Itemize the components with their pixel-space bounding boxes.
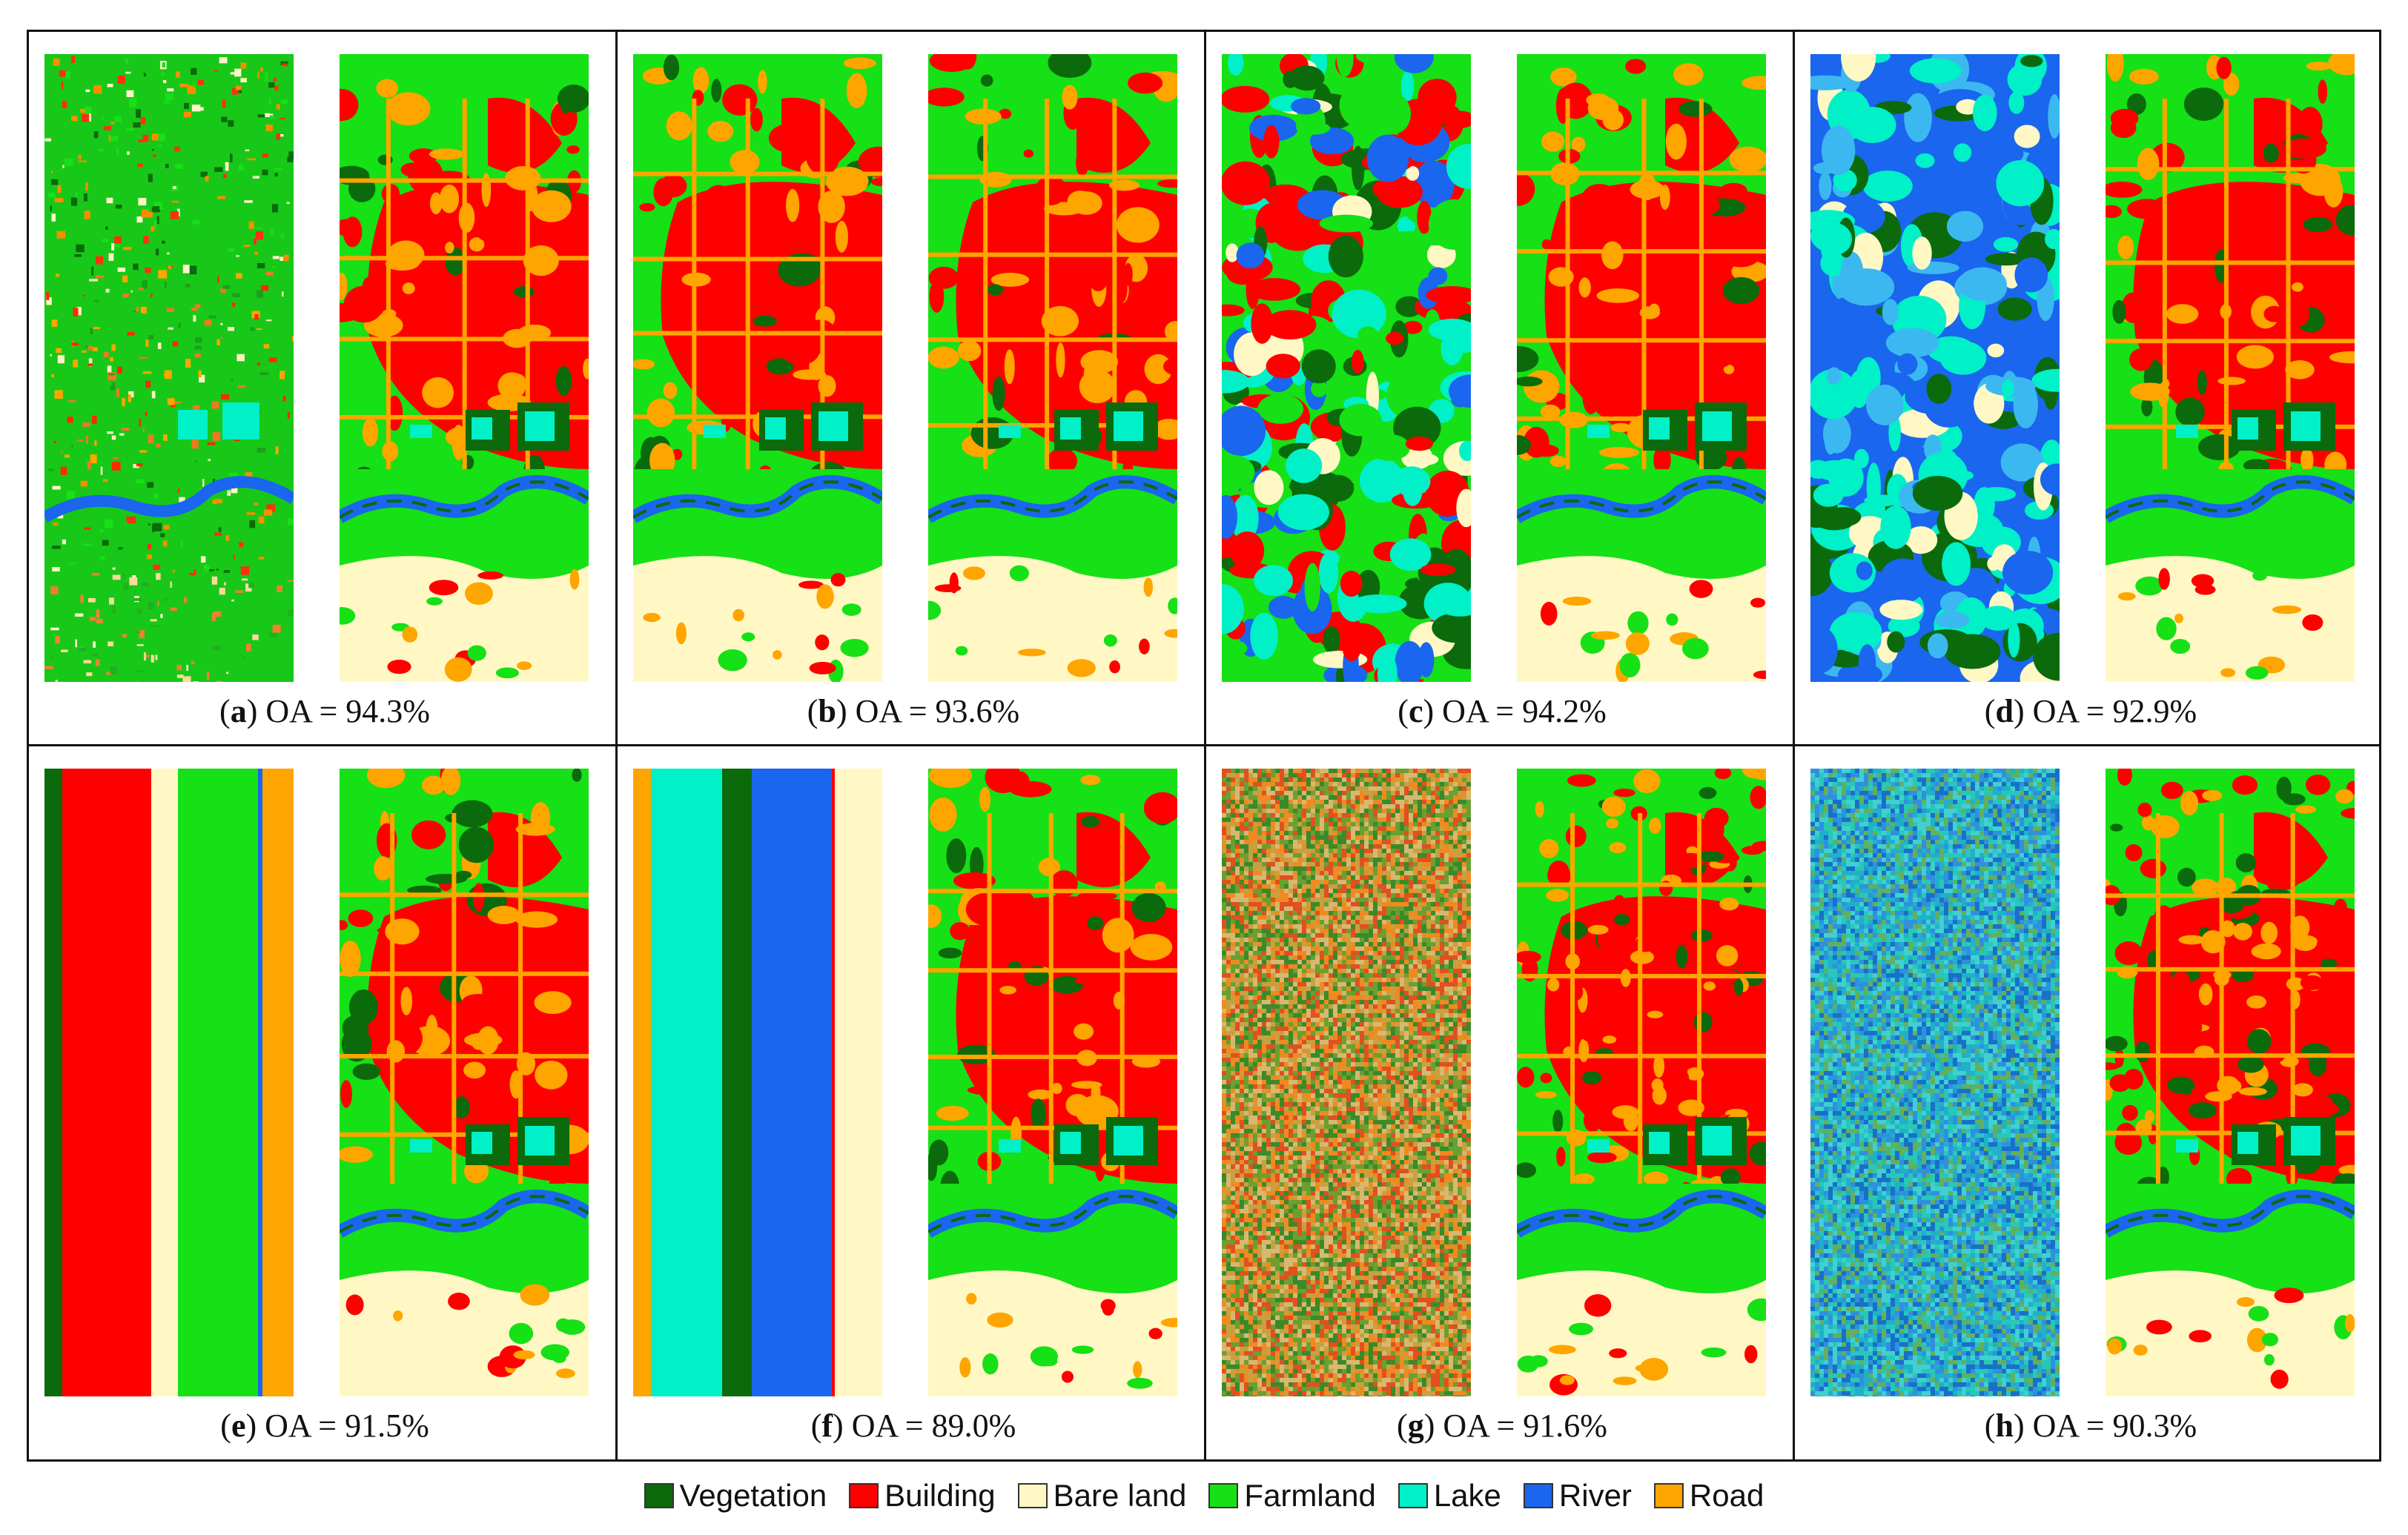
panel-b: (b) OA = 93.6% (615, 30, 1211, 746)
legend-swatch (644, 1483, 674, 1508)
legend-item-river: River (1523, 1478, 1632, 1514)
panel-oa: OA = 89.0% (851, 1408, 1016, 1444)
panel-caption: (e) OA = 91.5% (220, 1408, 429, 1444)
legend-swatch (1208, 1483, 1239, 1508)
panel-caption: (c) OA = 94.2% (1398, 693, 1607, 729)
input-image (633, 54, 882, 682)
input-image (633, 769, 882, 1396)
legend-item-bare-land: Bare land (1017, 1478, 1187, 1514)
panel-letter: g (1407, 1408, 1424, 1444)
legend: Vegetation Building Bare land Farmland L… (0, 1470, 2408, 1522)
panel-g: (g) OA = 91.6% (1204, 744, 1800, 1460)
panel-caption: (b) OA = 93.6% (807, 693, 1020, 729)
legend-swatch (1398, 1483, 1428, 1508)
panel-e: (e) OA = 91.5% (27, 744, 623, 1460)
panel-letter: b (818, 693, 836, 729)
legend-swatch (1523, 1483, 1553, 1508)
panel-caption: (a) OA = 94.3% (219, 693, 430, 729)
classification-map (340, 769, 589, 1396)
legend-item-road: Road (1653, 1478, 1764, 1514)
legend-swatch (849, 1483, 879, 1508)
panel-oa: OA = 93.6% (855, 693, 1020, 729)
panel-c: (c) OA = 94.2% (1204, 30, 1800, 746)
legend-label: Vegetation (679, 1478, 827, 1513)
legend-item-farmland: Farmland (1208, 1478, 1376, 1514)
panel-a: (a) OA = 94.3% (27, 30, 623, 746)
legend-label: Lake (1433, 1478, 1501, 1513)
panel-oa: OA = 92.9% (2032, 693, 2197, 729)
input-image (1222, 769, 1471, 1396)
panel-oa: OA = 90.3% (2032, 1408, 2197, 1444)
classification-map (928, 769, 1177, 1396)
classification-map (1517, 54, 1766, 682)
panel-h: (h) OA = 90.3% (1793, 744, 2389, 1460)
legend-item-building: Building (849, 1478, 996, 1514)
grid-line (1793, 30, 1795, 1462)
classification-map (928, 54, 1177, 682)
panel-letter: c (1408, 693, 1423, 729)
legend-label: River (1558, 1478, 1632, 1513)
figure-grid: (a) OA = 94.3% (b) OA = 93.6% (c) OA = 9… (27, 30, 2381, 1462)
panel-caption: (h) OA = 90.3% (1984, 1408, 2197, 1444)
panel-letter: e (231, 1408, 246, 1444)
input-image (1810, 769, 2060, 1396)
grid-line (2379, 30, 2381, 1462)
panel-letter: d (1995, 693, 2014, 729)
panel-d: (d) OA = 92.9% (1793, 30, 2389, 746)
grid-line (615, 30, 618, 1462)
legend-item-vegetation: Vegetation (644, 1478, 827, 1514)
legend-label: Farmland (1244, 1478, 1376, 1513)
panel-letter: f (821, 1408, 833, 1444)
panel-f: (f) OA = 89.0% (615, 744, 1211, 1460)
panel-caption: (g) OA = 91.6% (1397, 1408, 1607, 1444)
legend-label: Bare land (1053, 1478, 1187, 1513)
grid-line (1204, 30, 1206, 1462)
legend-swatch (1653, 1483, 1684, 1508)
legend-item-lake: Lake (1398, 1478, 1501, 1514)
panel-oa: OA = 91.5% (265, 1408, 429, 1444)
panel-caption: (d) OA = 92.9% (1984, 693, 2197, 729)
classification-map (1517, 769, 1766, 1396)
legend-label: Building (884, 1478, 996, 1513)
classification-map (340, 54, 589, 682)
classification-map (2106, 769, 2355, 1396)
panel-letter: a (230, 693, 247, 729)
legend-label: Road (1689, 1478, 1764, 1513)
legend-swatch (1017, 1483, 1048, 1508)
input-image (1810, 54, 2060, 682)
input-image (1222, 54, 1471, 682)
panel-oa: OA = 94.2% (1442, 693, 1607, 729)
panel-oa: OA = 91.6% (1443, 1408, 1607, 1444)
panel-oa: OA = 94.3% (265, 693, 430, 729)
panel-caption: (f) OA = 89.0% (810, 1408, 1016, 1444)
classification-map (2106, 54, 2355, 682)
grid-line (27, 30, 29, 1462)
panel-letter: h (1995, 1408, 2014, 1444)
input-image (44, 769, 294, 1396)
input-image (44, 54, 294, 682)
